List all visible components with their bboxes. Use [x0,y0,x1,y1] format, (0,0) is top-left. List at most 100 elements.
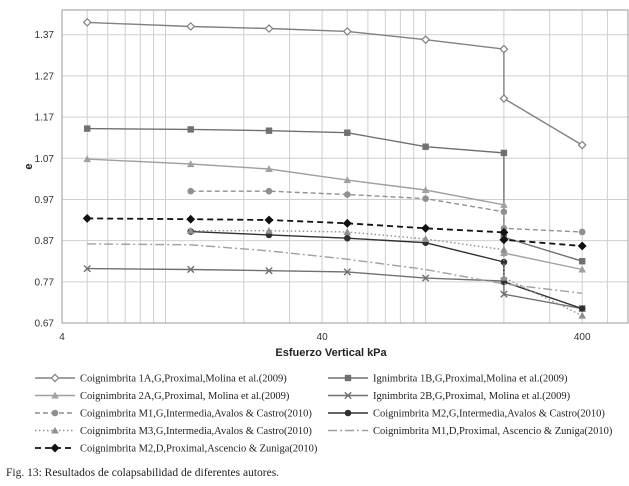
data-point-square [265,127,273,134]
data-point-square [422,143,429,150]
series-line [87,158,583,271]
data-point-diamond [342,218,352,228]
data-point-triangle [343,176,352,184]
y-tick-label: 0.67 [35,319,55,330]
data-point-triangle [500,245,508,253]
legend-label: Coignimbrita 2A,G,Proximal, Molina et al… [80,391,290,402]
legend-label: Ignimbrita 1B,G,Proximal,Molina et al.(2… [373,374,568,385]
data-point-triangle [265,165,273,173]
data-point-diamond [577,241,587,251]
data-point-square [344,129,351,136]
data-point-circle [344,234,351,242]
legend-item: Coignimbrita M2,D,Proximal,Ascencio & Zu… [35,444,318,455]
data-point-triangle [500,201,508,208]
data-point-diamond [82,17,92,27]
legend-label: Ignimbrita 2B,G,Proximal, Molina et al.(… [373,391,571,402]
series-line [87,21,583,146]
data-point-diamond [264,24,274,33]
data-point-diamond [499,94,509,103]
data-point-triangle [83,155,92,163]
data-point-triangle [421,186,430,194]
data-point-diamond [499,235,509,245]
figure-caption: Fig. 13: Resultados de colapsabilidad de… [6,467,280,479]
legend-label: Coignimbrita M1,D,Proximal, Ascencio & Z… [373,426,613,437]
legend-item: Coignimbrita M1,D,Proximal, Ascencio & Z… [328,426,613,437]
data-point-diamond [186,214,196,224]
data-point-square [344,374,352,382]
data-point-circle [500,258,508,266]
x-tick-label: 400 [574,332,591,343]
legend-item: Coignimbrita 1A,G,Proximal,Molina et al.… [35,374,287,385]
x-axis-title: Esfuerzo Vertical kPa [275,347,387,359]
data-point-circle [500,208,508,216]
series-7 [186,226,586,319]
data-point-triangle [578,311,586,319]
data-point-triangle [578,265,586,273]
data-point-square [578,258,586,265]
data-point-diamond [186,22,196,31]
series-4 [83,264,586,313]
data-point-diamond [342,26,352,36]
series-line [87,127,583,262]
series-6 [187,228,586,312]
data-point-diamond [50,373,60,383]
x-tick-label: 40 [317,332,329,343]
data-point-diamond [50,443,60,453]
y-tick-label: 0.87 [35,236,55,247]
data-point-triangle [343,228,352,236]
data-point-circle [265,187,273,195]
data-point-x [265,267,273,275]
data-point-circle [344,191,351,198]
data-point-diamond [421,223,431,233]
data-point-x [421,274,430,282]
data-point-x [343,268,352,276]
data-point-diamond [421,35,431,45]
legend-label: Coignimbrita M3,G,Intermedia,Avalos & Ca… [80,426,312,437]
y-tick-label: 1.37 [35,30,55,41]
legend-item: Coignimbrita 2A,G,Proximal, Molina et al… [35,391,290,402]
series-line [87,243,583,294]
data-point-diamond [264,215,274,225]
data-point-x [500,290,508,298]
plot-frame [61,9,629,324]
series-line [87,267,583,310]
series-line [190,190,583,233]
series-1 [82,17,587,150]
data-point-square [187,126,194,133]
data-point-triangle [51,426,59,434]
y-axis-ticks: 0.67 0.77 0.87 0.97 1.07 1.17 1.27 1.37 [35,30,55,329]
series-5 [187,187,586,236]
data-point-x [187,265,195,274]
data-point-square [500,149,508,157]
x-axis-ticks: 4 40 400 [59,332,591,343]
legend-item: Ignimbrita 2B,G,Proximal, Molina et al.(… [328,391,571,402]
legend-label: Coignimbrita M2,D,Proximal,Ascencio & Zu… [80,444,318,455]
y-axis-title: e [23,163,35,169]
data-point-diamond [577,140,587,150]
legend-label: Coignimbrita 1A,G,Proximal,Molina et al.… [80,374,287,385]
series-group [82,17,587,319]
data-point-triangle [186,226,195,234]
legend-label: Coignimbrita M2,G,Intermedia,Avalos & Ca… [373,409,605,420]
data-point-x [83,264,91,273]
data-point-circle [578,305,586,312]
legend-item: Coignimbrita M3,G,Intermedia,Avalos & Ca… [35,426,312,437]
grid [62,10,628,324]
series-2 [84,125,586,265]
x-tick-label: 4 [59,332,65,343]
y-tick-label: 0.77 [35,277,55,288]
data-point-x [344,391,352,400]
data-point-circle [422,195,429,202]
y-tick-label: 0.97 [35,195,55,206]
data-point-diamond [82,213,92,223]
y-tick-label: 1.07 [35,154,55,165]
data-point-triangle [500,273,508,281]
data-point-circle [344,409,352,417]
legend-item: Coignimbrita M2,G,Intermedia,Avalos & Ca… [328,409,605,420]
data-point-circle [51,409,59,417]
legend-item: Ignimbrita 1B,G,Proximal,Molina et al.(2… [328,374,568,385]
data-point-triangle [265,226,273,234]
data-point-triangle [186,160,195,168]
data-point-square [84,125,91,132]
